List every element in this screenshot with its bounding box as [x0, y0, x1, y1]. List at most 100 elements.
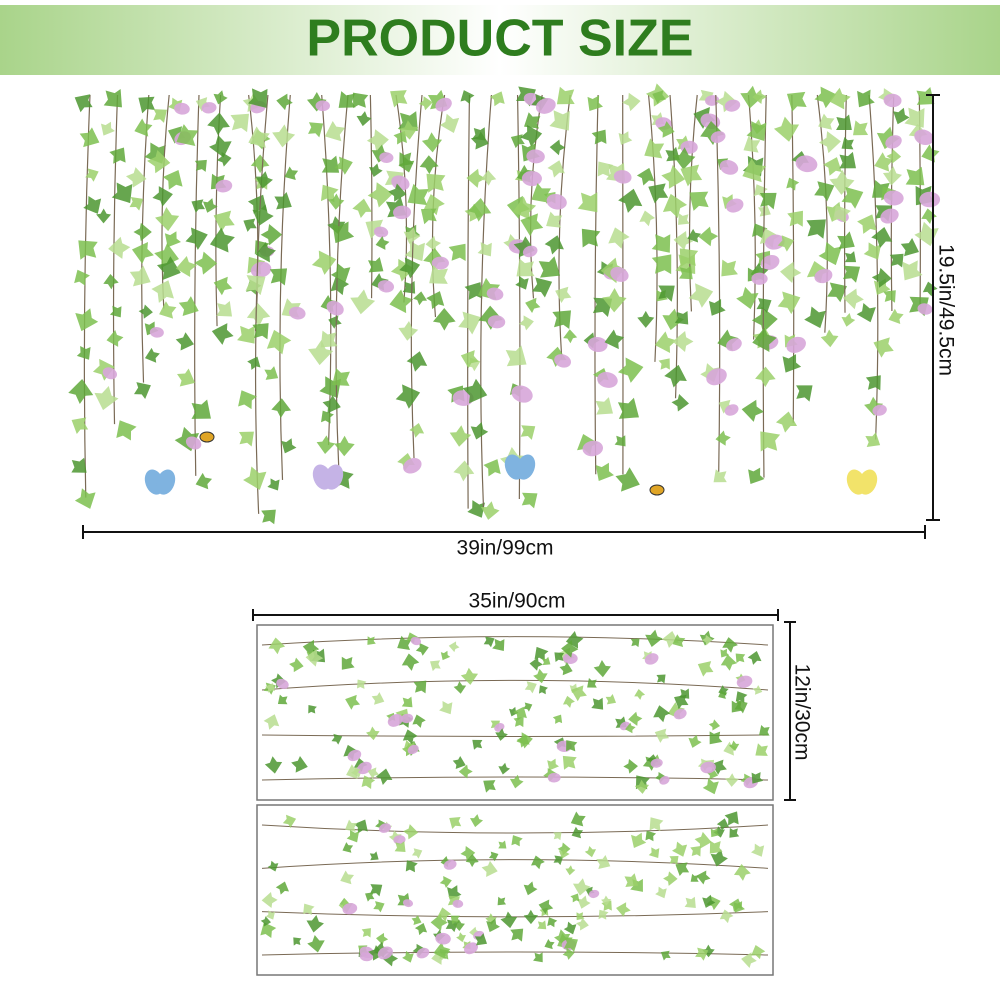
leaf: [265, 910, 275, 920]
leaf: [147, 150, 171, 174]
leaf: [78, 240, 98, 260]
leaf: [367, 767, 380, 779]
leaf: [425, 235, 442, 252]
flower: [276, 678, 289, 689]
leaf: [345, 694, 361, 710]
leaf: [421, 132, 443, 153]
leaf: [841, 186, 864, 209]
leaf: [85, 168, 99, 182]
leaf: [893, 107, 910, 125]
leaf: [209, 134, 232, 158]
bee: [199, 431, 215, 443]
leaf: [742, 158, 767, 183]
flower: [522, 245, 538, 258]
leaf: [498, 840, 507, 849]
leaf: [718, 399, 733, 414]
leaf: [544, 235, 564, 255]
leaf: [432, 308, 456, 331]
leaf: [307, 934, 325, 953]
leaf: [346, 764, 361, 779]
leaf: [653, 705, 671, 723]
leaf: [538, 899, 554, 915]
leaf: [393, 131, 407, 145]
leaf: [751, 843, 765, 857]
leaf: [664, 364, 687, 388]
leaf: [261, 509, 276, 525]
flower: [919, 191, 941, 208]
leaf: [843, 265, 861, 283]
leaf: [702, 894, 716, 908]
leaf: [365, 892, 375, 902]
leaf: [162, 169, 183, 190]
leaf: [103, 89, 122, 108]
leaf: [678, 213, 690, 225]
flower: [387, 714, 403, 727]
leaf: [616, 902, 631, 917]
leaf: [636, 167, 655, 186]
butterfly: [516, 454, 536, 480]
flower: [719, 160, 739, 175]
leaf: [828, 87, 851, 110]
leaf: [591, 697, 604, 710]
leaf: [654, 728, 670, 743]
leaf: [559, 662, 573, 676]
leaf: [618, 131, 633, 145]
leaf: [195, 97, 211, 112]
leaf: [266, 329, 292, 355]
leaf: [672, 331, 694, 353]
flower: [700, 761, 716, 774]
leaf: [368, 256, 384, 273]
leaf: [515, 276, 529, 290]
leaf: [645, 629, 663, 648]
leaf: [155, 207, 180, 232]
flower: [546, 193, 567, 210]
leaf: [777, 235, 795, 252]
leaf: [702, 944, 715, 958]
leaf: [320, 330, 338, 348]
leaf: [634, 688, 646, 700]
leaf: [617, 357, 644, 383]
leaf: [733, 901, 745, 913]
leaf: [702, 778, 719, 795]
leaf: [449, 816, 462, 829]
leaf: [581, 228, 601, 248]
leaf: [467, 198, 492, 222]
leaf: [439, 113, 460, 134]
leaf: [260, 224, 283, 246]
flower: [726, 198, 744, 213]
leaf: [724, 811, 739, 826]
leaf: [366, 129, 389, 152]
leaf: [531, 183, 552, 203]
leaf: [420, 208, 437, 225]
leaf: [453, 919, 465, 932]
leaf: [827, 282, 847, 303]
leaf: [498, 762, 511, 775]
leaf: [755, 743, 768, 756]
flower: [554, 354, 572, 368]
butterfly: [156, 469, 176, 495]
leaf: [460, 90, 475, 105]
leaf: [713, 469, 727, 483]
sheet-height-label: 12in/30cm: [790, 664, 813, 761]
leaf: [388, 183, 407, 202]
leaf: [345, 819, 358, 832]
leaf: [780, 261, 802, 284]
leaf: [605, 694, 617, 705]
leaf: [467, 500, 485, 518]
leaf: [401, 653, 420, 671]
leaf: [376, 932, 389, 946]
leaf: [537, 920, 547, 930]
leaf: [138, 304, 153, 319]
leaf: [836, 114, 852, 131]
leaf: [865, 432, 881, 448]
leaf: [520, 213, 544, 237]
leaf: [673, 230, 694, 251]
flower: [760, 254, 780, 270]
leaf: [520, 425, 536, 440]
leaf: [474, 933, 488, 946]
leaf: [615, 467, 640, 492]
leaf: [871, 267, 892, 288]
leaf: [332, 221, 355, 244]
leaf: [213, 210, 235, 232]
vine-decal: [68, 83, 941, 525]
